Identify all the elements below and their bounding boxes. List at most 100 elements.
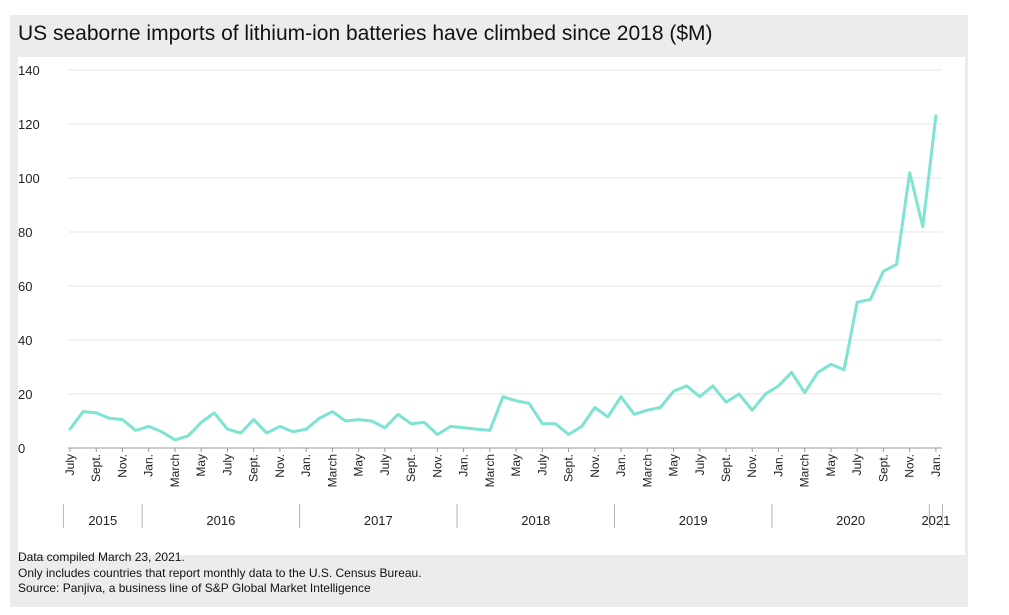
y-tick-label: 100	[18, 171, 40, 186]
data-point	[934, 114, 938, 118]
data-point	[449, 425, 452, 428]
month-tick-label: Jan.	[771, 454, 785, 477]
note-coverage: Only includes countries that report mont…	[18, 565, 422, 580]
data-point	[672, 390, 675, 393]
data-point	[698, 395, 701, 398]
y-tick-label: 60	[18, 279, 32, 294]
month-tick-label: Nov.	[430, 454, 444, 478]
data-point	[488, 429, 491, 432]
data-point	[200, 421, 203, 424]
data-point	[751, 409, 754, 412]
month-tick-label: Sept.	[876, 454, 890, 482]
data-point	[239, 431, 242, 435]
data-point	[659, 406, 662, 409]
month-tick-label: July	[850, 454, 864, 475]
data-point	[554, 422, 557, 425]
data-point	[305, 427, 308, 431]
month-tick-label: Sept.	[562, 454, 576, 482]
data-point	[882, 270, 885, 273]
month-tick-label: Jan.	[142, 454, 156, 477]
year-label: 2016	[206, 513, 235, 528]
month-tick-label: Sept.	[719, 454, 733, 482]
month-tick-label: March	[325, 454, 339, 487]
data-point	[108, 417, 111, 420]
chart-notes: Data compiled March 23, 2021. Only inclu…	[18, 550, 422, 597]
month-tick-label: July	[693, 454, 707, 475]
data-point	[580, 425, 583, 428]
data-point	[81, 410, 85, 413]
data-point	[383, 426, 387, 429]
month-tick-label: May	[509, 454, 523, 477]
month-tick-label: July	[378, 454, 392, 475]
data-point	[777, 384, 780, 388]
y-tick-label: 140	[18, 63, 40, 78]
month-tick-label: May	[824, 454, 838, 477]
line-chart: 0 20 40 60 80 100 120 140 July Sept. Nov. Jan. March…	[18, 63, 950, 528]
data-point	[856, 301, 859, 304]
month-tick-label: March	[798, 454, 812, 487]
chart-frame: US seaborne imports of lithium-ion batte…	[10, 15, 968, 607]
data-point	[829, 363, 833, 366]
month-tick-label: July	[535, 454, 549, 475]
data-point	[528, 402, 531, 405]
year-label: 2019	[679, 513, 708, 528]
data-point	[737, 392, 741, 396]
month-tick-label: Nov.	[273, 454, 287, 478]
data-point	[724, 400, 728, 404]
data-point	[278, 425, 282, 428]
data-point	[318, 417, 321, 420]
note-data-compiled: Data compiled March 23, 2021.	[18, 550, 185, 564]
data-point	[475, 427, 478, 431]
data-point	[396, 413, 400, 416]
year-label: 2020	[836, 513, 865, 528]
month-tick-label: March	[168, 454, 182, 487]
y-tick-label: 120	[18, 117, 40, 132]
data-point	[541, 422, 544, 425]
data-point	[803, 391, 806, 394]
month-tick-label: July	[220, 454, 234, 475]
data-point	[409, 422, 413, 425]
y-tick-label: 20	[18, 387, 32, 402]
month-tick-label: March	[640, 454, 654, 487]
data-point	[816, 371, 819, 374]
month-tick-label: Nov.	[115, 454, 129, 478]
note-source: Source: Panjiva, a business line of S&P …	[18, 581, 371, 595]
data-point	[186, 434, 190, 438]
month-tick-label: Sept.	[89, 454, 103, 482]
data-point	[908, 171, 911, 174]
month-tick-label: Nov.	[745, 454, 759, 478]
plot-area: 0 20 40 60 80 100 120 140 July Sept. Nov. Jan. March…	[18, 57, 965, 555]
data-point	[291, 430, 295, 433]
month-tick-label: March	[483, 454, 497, 487]
data-point	[606, 415, 610, 419]
data-point	[921, 225, 924, 228]
month-tick-label: May	[194, 454, 208, 477]
data-point	[593, 406, 596, 409]
data-point	[226, 427, 229, 431]
data-point	[685, 384, 688, 388]
data-point	[160, 430, 163, 433]
data-point	[869, 298, 872, 301]
series-line	[68, 114, 938, 442]
year-label: 2018	[521, 513, 550, 528]
data-point	[646, 409, 649, 412]
data-point	[501, 395, 505, 398]
y-tick-label: 0	[18, 441, 25, 456]
data-point	[423, 421, 426, 424]
month-tick-label: Sept.	[247, 454, 261, 482]
data-point	[567, 433, 570, 436]
month-tick-label: May	[667, 454, 681, 477]
data-point	[252, 418, 255, 421]
data-point	[147, 425, 150, 428]
data-point	[619, 395, 623, 398]
year-label: 2015	[88, 513, 117, 528]
data-point	[173, 438, 177, 442]
y-tick-label: 40	[18, 333, 32, 348]
data-point	[895, 263, 898, 266]
year-label: 2021	[921, 513, 950, 528]
data-point	[68, 427, 72, 431]
data-point	[344, 419, 347, 423]
data-point	[462, 426, 465, 429]
y-tick-label: 80	[18, 225, 32, 240]
data-point	[790, 371, 793, 374]
